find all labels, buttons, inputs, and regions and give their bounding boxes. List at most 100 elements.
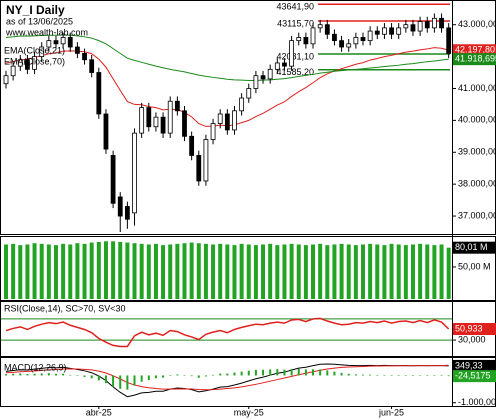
bar <box>189 242 194 299</box>
candle-body <box>167 100 173 134</box>
candle-body <box>410 24 416 32</box>
bar <box>183 375 186 376</box>
candle-body <box>439 17 444 29</box>
level-label: 43115,70 <box>277 18 314 28</box>
candle-body <box>417 21 423 32</box>
bar <box>96 241 101 299</box>
bar <box>4 244 8 299</box>
bar <box>382 245 387 299</box>
bar <box>247 370 250 376</box>
y-tick-label: 37.000,00 <box>458 210 496 220</box>
bar <box>262 369 265 376</box>
candle-body <box>160 116 166 134</box>
bar <box>168 244 173 299</box>
bar <box>433 375 436 376</box>
bar <box>19 373 22 376</box>
bar <box>175 243 180 299</box>
candle-body <box>10 65 16 77</box>
candle-body <box>367 30 373 42</box>
y-tick-label: 40.000,00 <box>458 115 496 125</box>
bar <box>297 368 300 376</box>
bar <box>354 374 357 376</box>
candle-body <box>396 27 402 35</box>
candle-body <box>146 107 152 128</box>
candle-body <box>75 46 80 54</box>
bar <box>132 243 137 299</box>
y-tick-label: 30,000 <box>458 334 486 344</box>
x-tick-label: abr-25 <box>86 407 112 417</box>
candle-body <box>353 37 359 45</box>
bar <box>289 243 294 299</box>
bar <box>146 244 151 299</box>
bar <box>46 244 51 299</box>
candle-body <box>174 100 180 112</box>
bar <box>104 375 107 384</box>
candle-body <box>210 123 216 140</box>
bar <box>32 243 37 299</box>
bar <box>362 374 364 376</box>
candle-body <box>17 59 23 67</box>
series-line <box>5 363 449 398</box>
candle-body <box>203 139 209 182</box>
x-tick-label: jun-25 <box>378 407 404 417</box>
chart-subtitle: as of 13/06/2025 <box>6 16 73 26</box>
bar <box>89 242 94 299</box>
bar <box>368 243 373 299</box>
series-line <box>5 317 450 348</box>
bar <box>439 244 444 299</box>
bar <box>139 243 144 299</box>
candle-body <box>339 40 344 48</box>
candle-body <box>60 37 66 45</box>
bar <box>68 244 73 299</box>
candle-body <box>424 21 430 29</box>
bar <box>347 373 350 376</box>
bar <box>326 370 329 376</box>
bar <box>418 243 423 299</box>
bar <box>161 245 166 299</box>
bar <box>239 243 244 299</box>
y-tick-label: 43.000,00 <box>458 19 496 29</box>
candle-body <box>324 24 330 35</box>
bar <box>111 241 116 299</box>
bar <box>211 244 216 299</box>
bar <box>154 375 157 379</box>
bar <box>397 375 400 376</box>
y-tick-label: -1.000,00 <box>458 397 496 407</box>
value-label: 41.918,695 <box>455 54 496 64</box>
bar <box>197 375 200 378</box>
bar <box>26 374 29 376</box>
bar <box>253 245 258 299</box>
candle-body <box>153 116 159 128</box>
bar <box>254 369 257 376</box>
bar <box>147 375 150 381</box>
bar <box>275 245 280 299</box>
candle-body <box>296 37 302 42</box>
bar <box>261 244 266 299</box>
chart-title: NY_I Daily <box>6 3 65 17</box>
value-label: -24,5175 <box>455 370 491 380</box>
bar <box>269 369 272 376</box>
bar <box>169 375 172 376</box>
bar <box>162 375 165 378</box>
candle-body <box>317 24 323 29</box>
bar <box>12 373 15 376</box>
bar <box>419 375 422 376</box>
candle-body <box>246 88 252 99</box>
bar <box>76 375 79 376</box>
bar <box>18 245 23 299</box>
candle-body <box>124 206 130 220</box>
candle-body <box>282 62 287 67</box>
candle-body <box>110 155 116 204</box>
bar <box>232 245 237 299</box>
bar <box>290 369 293 376</box>
bar <box>425 244 430 299</box>
bar <box>33 373 36 376</box>
candle-body <box>332 33 337 42</box>
candle-body <box>253 75 259 89</box>
bar <box>312 369 315 376</box>
bar <box>403 245 408 299</box>
candle-body <box>182 110 187 137</box>
bar <box>112 375 115 387</box>
value-box <box>453 370 496 383</box>
